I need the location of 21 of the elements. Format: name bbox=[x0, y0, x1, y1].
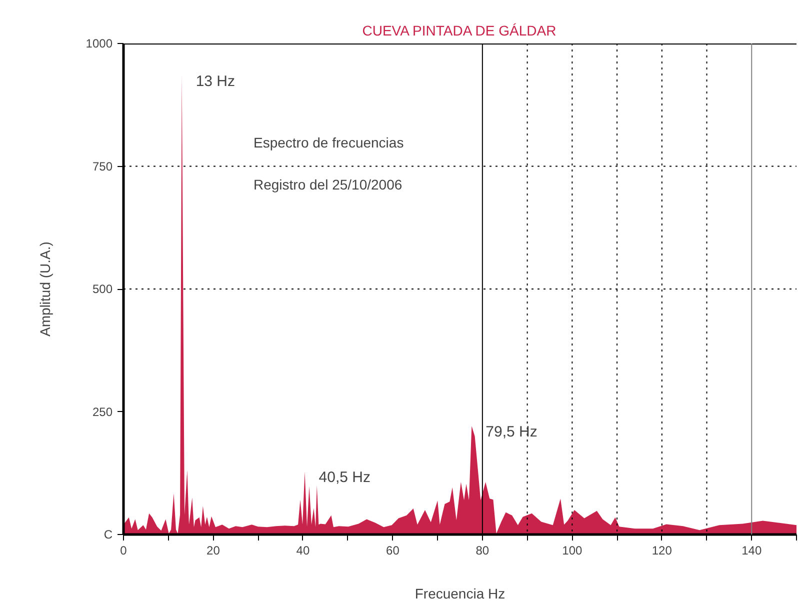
y-tick-label: 500 bbox=[92, 282, 113, 296]
y-tick-label: 750 bbox=[92, 159, 113, 174]
x-tick-label: 140 bbox=[742, 544, 762, 558]
x-tick-label: 20 bbox=[206, 544, 220, 558]
y-tick-label: 250 bbox=[92, 404, 113, 419]
y-tick-label: 1000 bbox=[86, 36, 113, 50]
x-tick-label: 120 bbox=[652, 544, 672, 558]
x-tick-label: 60 bbox=[386, 544, 400, 558]
x-tick-label: 80 bbox=[476, 544, 490, 558]
y-axis-title: Amplitud (U.A.) bbox=[36, 242, 53, 336]
annotation: Espectro de frecuencias bbox=[254, 134, 404, 150]
annotation: 40,5 Hz bbox=[318, 469, 370, 486]
annotation: Registro del 25/10/2006 bbox=[254, 176, 402, 192]
annotation: 79,5 Hz bbox=[486, 423, 538, 440]
y-tick-label: C bbox=[104, 528, 113, 542]
x-tick-label: 0 bbox=[120, 544, 128, 558]
x-tick-label: 100 bbox=[562, 544, 583, 558]
x-axis-title: Frecuencia Hz bbox=[414, 586, 506, 602]
chart-title: CUEVA PINTADA DE GÁLDAR bbox=[362, 22, 556, 38]
annotation: 13 Hz bbox=[196, 72, 236, 90]
x-tick-label: 40 bbox=[296, 544, 310, 558]
